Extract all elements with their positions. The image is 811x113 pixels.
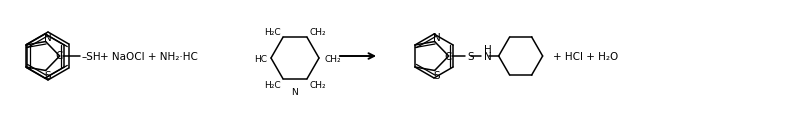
Text: S: S bbox=[45, 71, 51, 81]
Text: N: N bbox=[432, 32, 440, 42]
Text: CH₂: CH₂ bbox=[309, 81, 325, 89]
Text: S: S bbox=[467, 52, 474, 61]
Text: CH₂: CH₂ bbox=[309, 27, 325, 36]
Text: N: N bbox=[44, 32, 51, 42]
Text: C: C bbox=[55, 51, 62, 60]
Text: N: N bbox=[291, 87, 298, 96]
Text: HC: HC bbox=[254, 54, 267, 63]
Text: C: C bbox=[444, 52, 451, 61]
Text: CH₂: CH₂ bbox=[324, 54, 341, 63]
Text: + HCl + H₂O: + HCl + H₂O bbox=[552, 52, 617, 61]
Text: N: N bbox=[483, 52, 491, 61]
Text: S: S bbox=[433, 71, 440, 81]
Text: H: H bbox=[483, 45, 491, 54]
Text: H₂C: H₂C bbox=[264, 27, 281, 36]
Text: H₂C: H₂C bbox=[264, 81, 281, 89]
Text: + NaOCl + NH₂·HC: + NaOCl + NH₂·HC bbox=[100, 52, 197, 61]
Text: –SH: –SH bbox=[82, 52, 101, 61]
